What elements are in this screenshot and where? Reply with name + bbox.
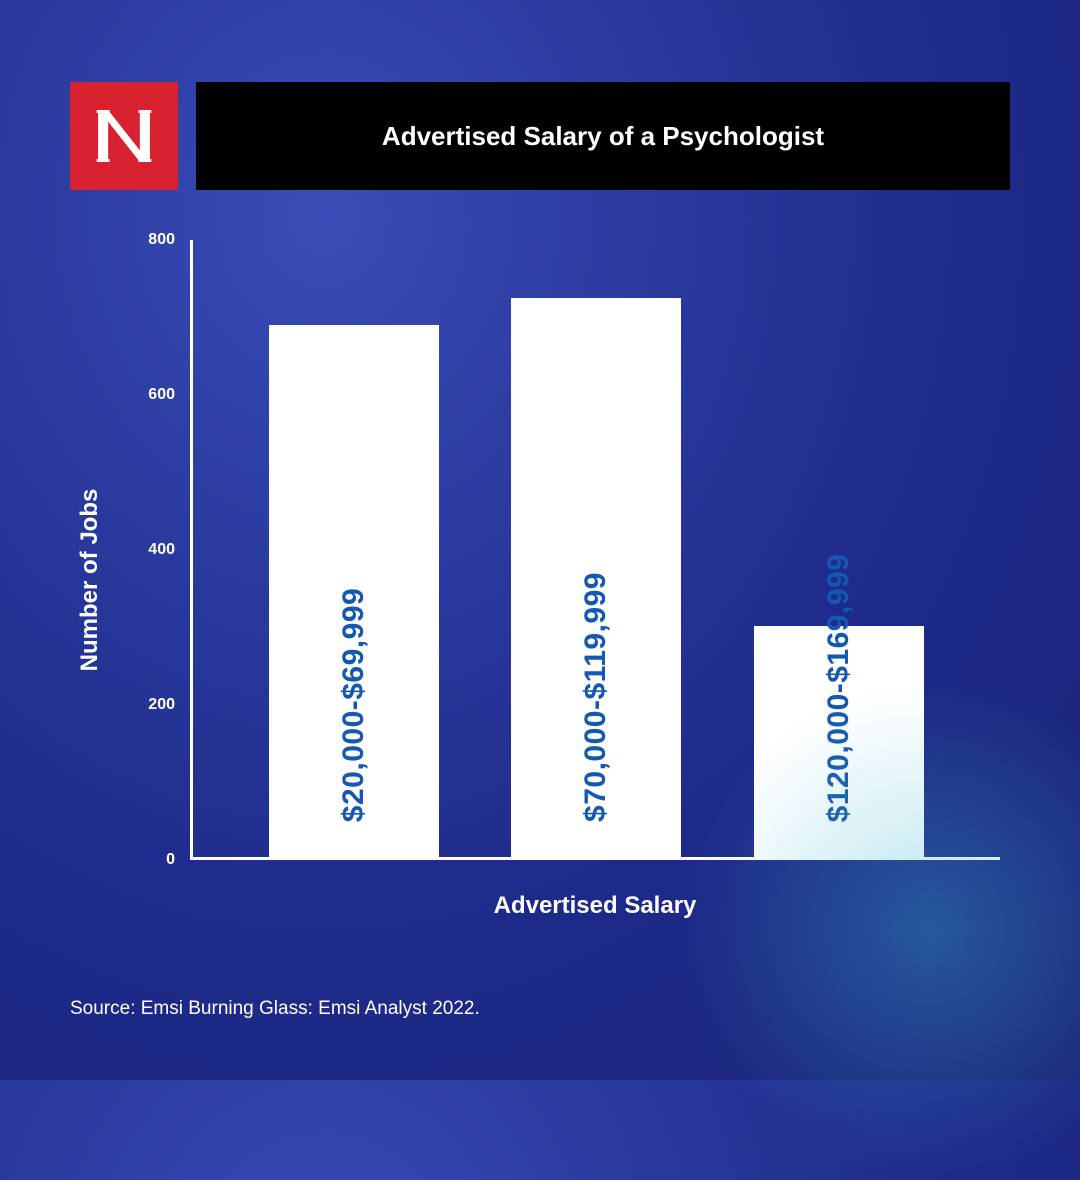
bars-container: $20,000-$69,999 $70,000-$119,999 $120,00…	[193, 240, 1000, 857]
logo-badge	[70, 82, 178, 190]
y-axis-ticks: 0 200 400 600 800	[140, 240, 185, 860]
title-bar: Advertised Salary of a Psychologist	[196, 82, 1010, 190]
bar-label: $20,000-$69,999	[337, 588, 371, 822]
plot-area: $20,000-$69,999 $70,000-$119,999 $120,00…	[190, 240, 1000, 860]
chart-title: Advertised Salary of a Psychologist	[382, 121, 824, 152]
x-axis-label: Advertised Salary	[190, 892, 1000, 920]
chart: Number of Jobs 0 200 400 600 800 $20,000…	[100, 240, 1000, 920]
y-tick: 800	[148, 231, 175, 249]
bar-0: $20,000-$69,999	[269, 325, 439, 857]
y-tick: 600	[148, 386, 175, 404]
y-tick: 400	[148, 541, 175, 559]
bar-2: $120,000-$169,999	[754, 626, 924, 857]
y-tick: 200	[148, 696, 175, 714]
bar-label: $120,000-$169,999	[822, 553, 856, 822]
bar-1: $70,000-$119,999	[511, 298, 681, 857]
source-text: Source: Emsi Burning Glass: Emsi Analyst…	[70, 998, 480, 1020]
header: Advertised Salary of a Psychologist	[70, 82, 1010, 190]
y-axis-label: Number of Jobs	[76, 489, 104, 672]
y-tick: 0	[166, 851, 175, 869]
logo-n-icon	[88, 100, 160, 172]
bar-label: $70,000-$119,999	[579, 572, 613, 822]
